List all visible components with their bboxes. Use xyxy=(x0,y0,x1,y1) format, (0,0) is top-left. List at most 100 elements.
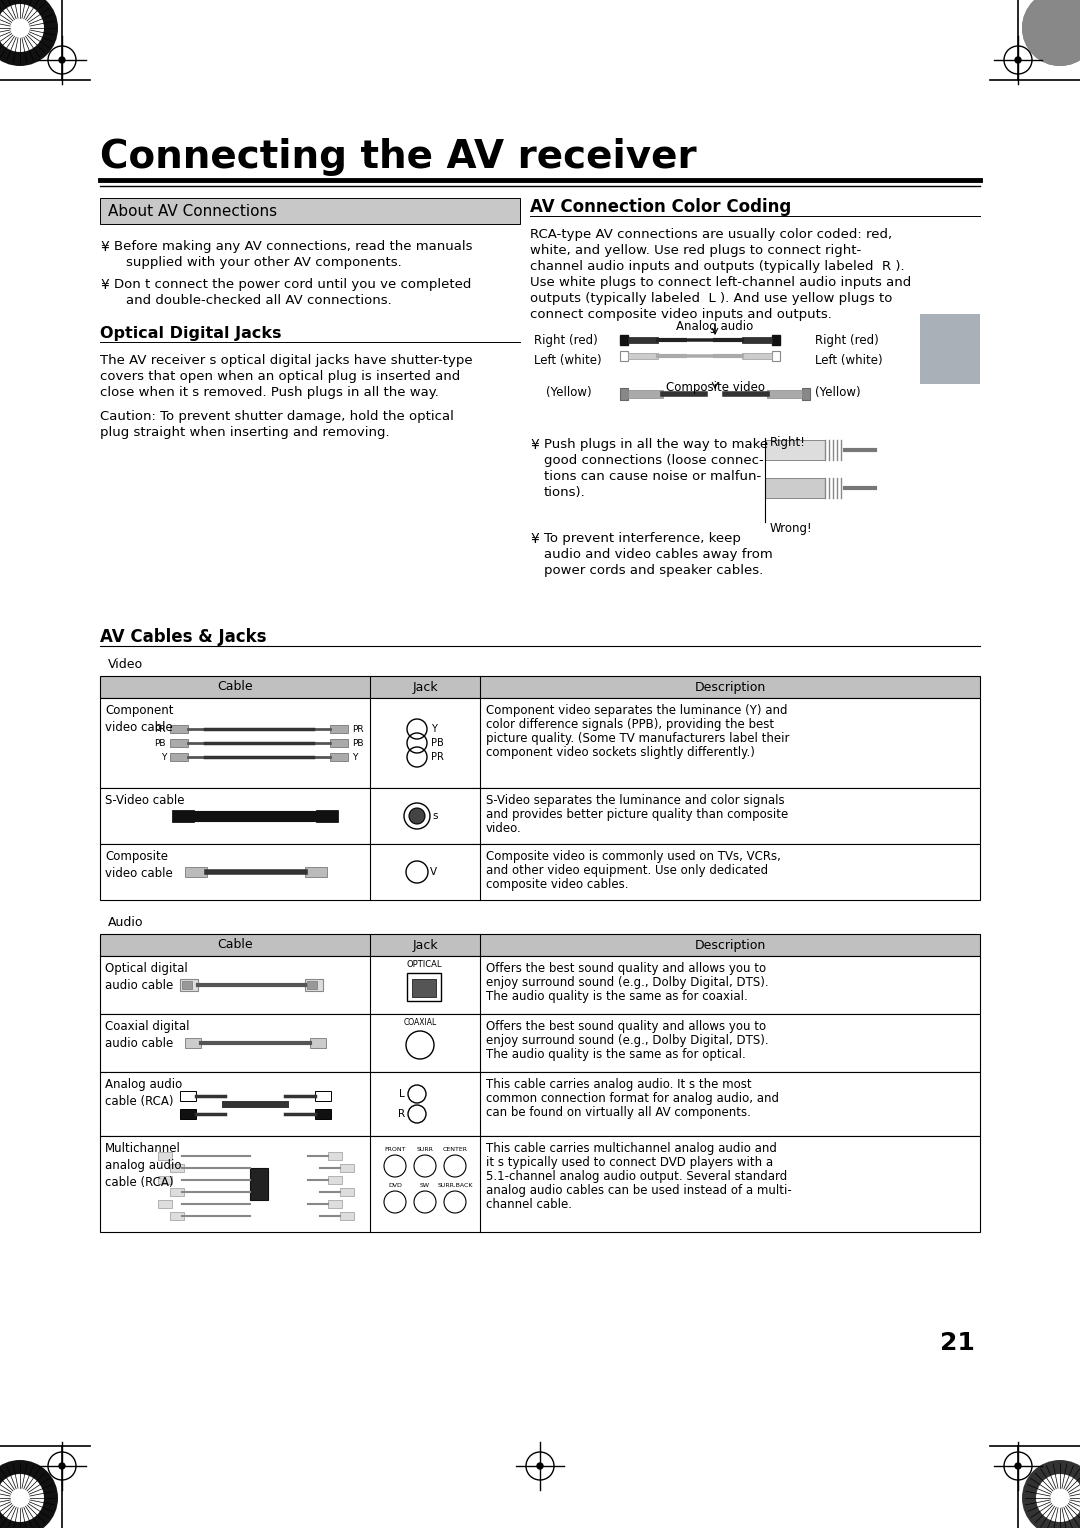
Text: outputs (typically labeled  L ). And use yellow plugs to: outputs (typically labeled L ). And use … xyxy=(530,292,892,306)
Bar xyxy=(340,1212,354,1219)
Bar xyxy=(315,1091,330,1102)
Bar xyxy=(330,740,348,747)
Bar xyxy=(158,1199,172,1209)
Circle shape xyxy=(1022,0,1080,66)
Circle shape xyxy=(0,0,58,66)
Bar xyxy=(170,724,188,733)
Text: PR: PR xyxy=(352,724,364,733)
Text: AV Cables & Jacks: AV Cables & Jacks xyxy=(100,628,267,646)
Text: (Yellow): (Yellow) xyxy=(546,387,592,399)
Text: and provides better picture quality than composite: and provides better picture quality than… xyxy=(486,808,788,821)
Bar xyxy=(742,338,772,342)
Text: enjoy surround sound (e.g., Dolby Digital, DTS).: enjoy surround sound (e.g., Dolby Digita… xyxy=(486,976,769,989)
Bar xyxy=(407,973,441,1001)
Bar xyxy=(170,1187,184,1196)
Bar xyxy=(170,753,188,761)
Text: About AV Connections: About AV Connections xyxy=(108,203,278,219)
Text: To prevent interference, keep: To prevent interference, keep xyxy=(544,532,741,545)
Bar xyxy=(100,675,980,698)
Text: RCA-type AV connections are usually color coded: red,: RCA-type AV connections are usually colo… xyxy=(530,228,892,241)
Text: Cable: Cable xyxy=(217,938,253,952)
Bar xyxy=(310,1038,326,1048)
Bar xyxy=(330,724,348,733)
Bar xyxy=(742,353,772,359)
Text: Optical digital
audio cable: Optical digital audio cable xyxy=(105,963,188,992)
Text: PB: PB xyxy=(352,738,364,747)
Text: white, and yellow. Use red plugs to connect right-: white, and yellow. Use red plugs to conn… xyxy=(530,244,861,257)
Circle shape xyxy=(1022,0,1080,66)
Bar xyxy=(180,1109,195,1118)
Bar xyxy=(249,1167,268,1199)
Text: PB: PB xyxy=(431,738,444,749)
Text: picture quality. (Some TV manufacturers label their: picture quality. (Some TV manufacturers … xyxy=(486,732,789,746)
Text: S-Video cable: S-Video cable xyxy=(105,795,185,807)
Text: Right (red): Right (red) xyxy=(815,335,879,347)
Circle shape xyxy=(0,1475,44,1522)
Bar xyxy=(170,1164,184,1172)
Bar xyxy=(316,810,338,822)
Text: SW: SW xyxy=(420,1183,430,1187)
Text: Use white plugs to connect left-channel audio inputs and: Use white plugs to connect left-channel … xyxy=(530,277,912,289)
Bar xyxy=(185,866,207,877)
Bar xyxy=(100,1135,980,1232)
Text: channel cable.: channel cable. xyxy=(486,1198,572,1212)
Bar xyxy=(180,979,198,992)
Text: and double-checked all AV connections.: and double-checked all AV connections. xyxy=(126,293,392,307)
Text: Component video separates the luminance (Y) and: Component video separates the luminance … xyxy=(486,704,787,717)
Bar xyxy=(328,1199,342,1209)
Bar xyxy=(920,313,980,384)
Bar xyxy=(100,1015,980,1073)
Text: color difference signals (PPB), providing the best: color difference signals (PPB), providin… xyxy=(486,718,774,730)
Bar xyxy=(307,981,318,989)
Text: power cords and speaker cables.: power cords and speaker cables. xyxy=(544,564,764,578)
Text: enjoy surround sound (e.g., Dolby Digital, DTS).: enjoy surround sound (e.g., Dolby Digita… xyxy=(486,1034,769,1047)
Bar xyxy=(158,1177,172,1184)
Bar xyxy=(180,1091,195,1102)
Text: Description: Description xyxy=(694,680,766,694)
Text: 21: 21 xyxy=(940,1331,975,1355)
Text: SURR: SURR xyxy=(417,1148,433,1152)
Text: ¥: ¥ xyxy=(530,532,539,545)
Text: Cable: Cable xyxy=(217,680,253,694)
Bar xyxy=(170,740,188,747)
Bar xyxy=(767,390,802,397)
Text: This cable carries analog audio. It s the most: This cable carries analog audio. It s th… xyxy=(486,1077,752,1091)
Text: audio and video cables away from: audio and video cables away from xyxy=(544,549,773,561)
Text: Video: Video xyxy=(108,659,144,671)
Text: Coaxial digital
audio cable: Coaxial digital audio cable xyxy=(105,1021,189,1050)
Bar xyxy=(627,353,658,359)
Text: Composite
video cable: Composite video cable xyxy=(105,850,173,880)
Text: Component
video cable: Component video cable xyxy=(105,704,174,733)
Text: Connecting the AV receiver: Connecting the AV receiver xyxy=(100,138,697,176)
Bar xyxy=(172,810,194,822)
Text: S-Video separates the luminance and color signals: S-Video separates the luminance and colo… xyxy=(486,795,785,807)
Bar xyxy=(100,199,519,225)
Text: supplied with your other AV components.: supplied with your other AV components. xyxy=(126,257,402,269)
Bar xyxy=(185,1038,201,1048)
Bar xyxy=(620,335,627,345)
Text: video.: video. xyxy=(486,822,522,834)
Circle shape xyxy=(0,1459,58,1528)
Text: and other video equipment. Use only dedicated: and other video equipment. Use only dedi… xyxy=(486,863,768,877)
Bar xyxy=(158,1152,172,1160)
Text: s: s xyxy=(165,811,170,821)
Text: tions).: tions). xyxy=(544,486,585,500)
Bar xyxy=(100,1073,980,1135)
Text: The audio quality is the same as for optical.: The audio quality is the same as for opt… xyxy=(486,1048,746,1060)
Text: Y: Y xyxy=(352,752,357,761)
Text: Multichannel
analog audio
cable (RCA): Multichannel analog audio cable (RCA) xyxy=(105,1141,181,1189)
Bar xyxy=(620,388,627,400)
Bar xyxy=(772,351,780,361)
Text: CENTER: CENTER xyxy=(443,1148,468,1152)
Bar xyxy=(627,390,663,397)
Circle shape xyxy=(0,5,44,52)
Bar xyxy=(100,843,980,900)
Text: Offers the best sound quality and allows you to: Offers the best sound quality and allows… xyxy=(486,963,766,975)
Text: Analog audio
cable (RCA): Analog audio cable (RCA) xyxy=(105,1077,183,1108)
Circle shape xyxy=(1015,57,1021,63)
Text: Y: Y xyxy=(431,724,437,733)
Text: Y: Y xyxy=(161,752,166,761)
Text: Left (white): Left (white) xyxy=(815,354,882,367)
Text: tions can cause noise or malfun-: tions can cause noise or malfun- xyxy=(544,471,761,483)
Text: s: s xyxy=(432,811,437,821)
